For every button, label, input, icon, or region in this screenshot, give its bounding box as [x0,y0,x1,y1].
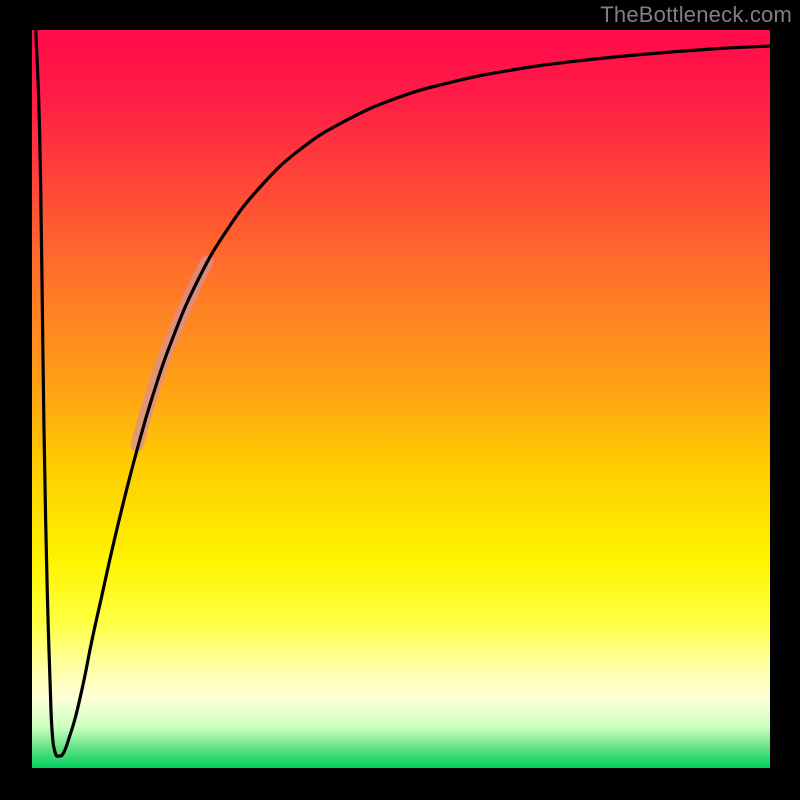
plot-area [32,30,770,768]
watermark-label: TheBottleneck.com [600,2,792,28]
gradient-background [32,30,770,768]
chart-container: TheBottleneck.com [0,0,800,800]
